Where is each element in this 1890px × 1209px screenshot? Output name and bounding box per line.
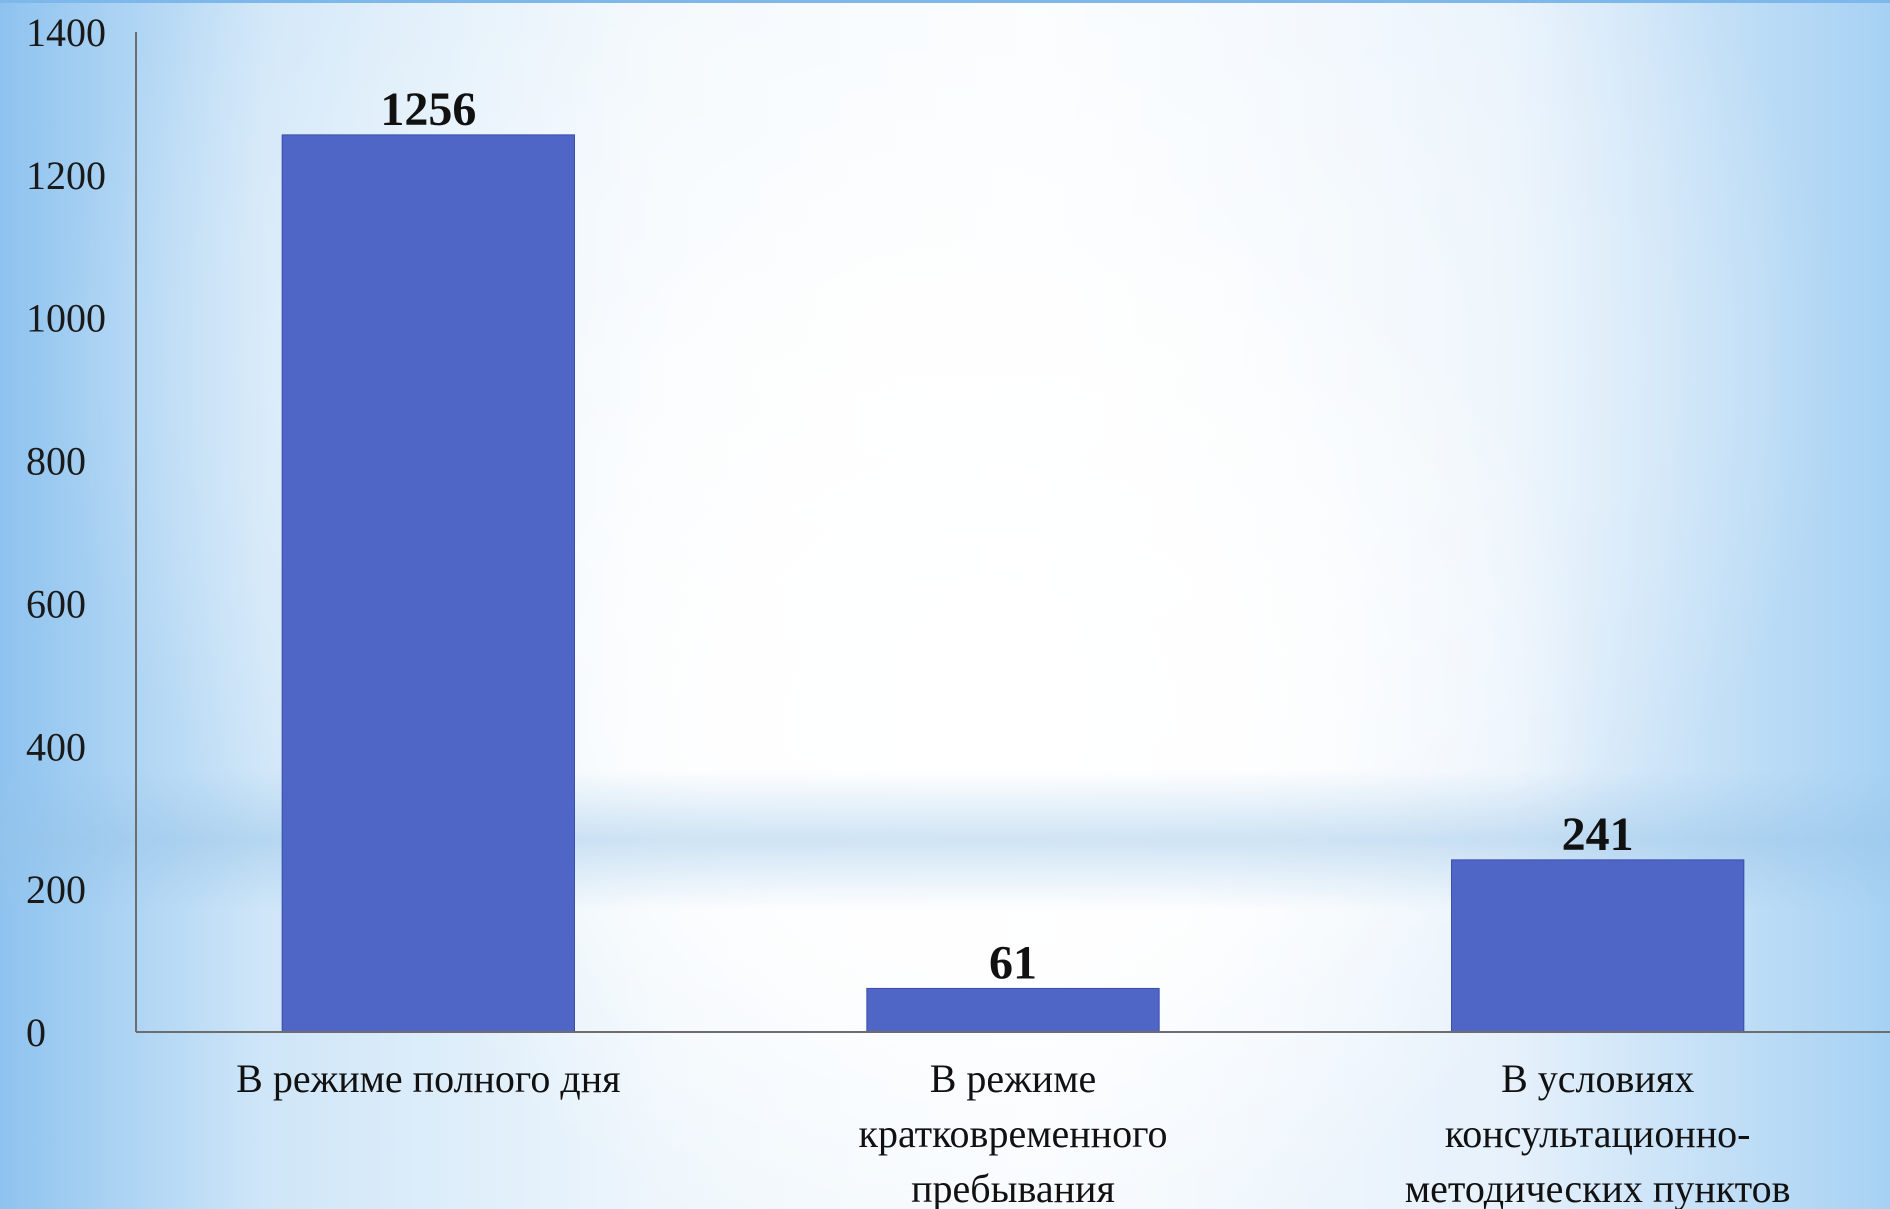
x-category-label: В режиме полного дня <box>236 1056 620 1101</box>
bar <box>866 987 1160 1033</box>
y-tick-label: 0 <box>26 1010 46 1055</box>
x-category-label: консультационно- <box>1445 1111 1751 1156</box>
y-tick-label: 800 <box>26 439 86 484</box>
x-category-label: В режиме <box>930 1056 1097 1101</box>
y-tick-label: 1400 <box>26 10 106 55</box>
top-border <box>0 0 1890 3</box>
x-axis-categories: В режиме полного дня В режиме кратковремен… <box>236 1056 1790 1209</box>
y-tick-label: 400 <box>26 724 86 769</box>
x-category-label: В условиях <box>1501 1056 1694 1101</box>
bar <box>281 134 575 1033</box>
x-category-label: кратковременного <box>859 1111 1168 1156</box>
data-label: 241 <box>1562 808 1634 861</box>
y-tick-label: 200 <box>26 867 86 912</box>
bar <box>1451 859 1745 1033</box>
y-tick-label: 600 <box>26 581 86 626</box>
data-labels: 1256 61 241 <box>380 83 1633 990</box>
bars <box>281 134 1745 1033</box>
y-axis-ticks: 0 200 400 600 800 1000 1200 1400 <box>26 10 106 1055</box>
y-tick-label: 1200 <box>26 153 106 198</box>
data-label: 1256 <box>380 83 476 136</box>
y-tick-label: 1000 <box>26 296 106 341</box>
x-category-label: методических пунктов <box>1405 1166 1791 1209</box>
data-label: 61 <box>989 936 1037 989</box>
x-category-label: пребывания <box>911 1166 1115 1209</box>
